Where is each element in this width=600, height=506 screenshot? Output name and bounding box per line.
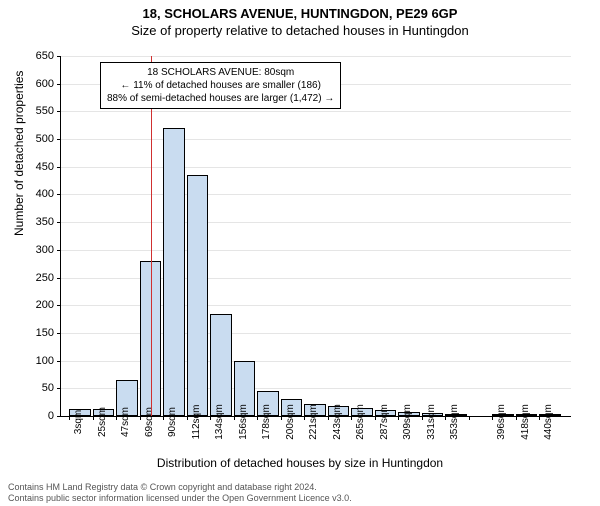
grid-line — [61, 56, 571, 57]
y-tick-label: 50 — [14, 382, 54, 394]
x-tick-label: 418sqm — [520, 404, 531, 440]
y-tick-mark — [57, 84, 61, 85]
x-axis-label: Distribution of detached houses by size … — [0, 456, 600, 470]
x-tick-label: 112sqm — [191, 405, 202, 440]
y-tick-label: 100 — [14, 355, 54, 367]
callout-line3: 88% of semi-detached houses are larger (… — [107, 92, 334, 105]
x-tick-mark — [375, 416, 376, 420]
x-tick-mark — [351, 416, 352, 420]
chart-title: 18, SCHOLARS AVENUE, HUNTINGDON, PE29 6G… — [0, 6, 600, 21]
y-tick-label: 200 — [14, 299, 54, 311]
reference-line — [151, 56, 152, 416]
y-tick-label: 300 — [14, 244, 54, 256]
x-tick-label: 90sqm — [167, 407, 178, 437]
x-tick-mark — [398, 416, 399, 420]
grid-line — [61, 333, 571, 334]
x-tick-label: 440sqm — [543, 404, 554, 440]
y-tick-label: 500 — [14, 133, 54, 145]
grid-line — [61, 278, 571, 279]
y-tick-mark — [57, 56, 61, 57]
grid-line — [61, 222, 571, 223]
footer-line2: Contains public sector information licen… — [8, 493, 352, 504]
x-tick-label: 178sqm — [261, 404, 272, 440]
y-tick-label: 0 — [14, 410, 54, 422]
x-tick-mark — [234, 416, 235, 420]
x-tick-mark — [93, 416, 94, 420]
y-tick-label: 650 — [14, 50, 54, 62]
x-tick-mark — [210, 416, 211, 420]
x-tick-mark — [257, 416, 258, 420]
x-tick-label: 309sqm — [402, 404, 413, 440]
grid-line — [61, 111, 571, 112]
y-tick-mark — [57, 167, 61, 168]
x-tick-mark — [187, 416, 188, 420]
x-tick-label: 265sqm — [355, 404, 366, 440]
x-tick-label: 243sqm — [332, 404, 343, 440]
y-tick-mark — [57, 278, 61, 279]
y-axis-label: Number of detached properties — [12, 71, 26, 236]
y-tick-mark — [57, 194, 61, 195]
grid-line — [61, 305, 571, 306]
y-tick-mark — [57, 222, 61, 223]
x-tick-mark — [69, 416, 70, 420]
x-tick-mark — [304, 416, 305, 420]
y-tick-mark — [57, 139, 61, 140]
callout-line1: 18 SCHOLARS AVENUE: 80sqm — [107, 66, 334, 79]
x-tick-label: 287sqm — [379, 404, 390, 440]
x-tick-label: 47sqm — [120, 407, 131, 437]
grid-line — [61, 194, 571, 195]
x-tick-mark — [116, 416, 117, 420]
x-tick-mark — [328, 416, 329, 420]
x-tick-mark — [492, 416, 493, 420]
x-tick-label: 396sqm — [496, 404, 507, 440]
x-tick-label: 69sqm — [144, 407, 155, 437]
footer-text: Contains HM Land Registry data © Crown c… — [8, 482, 352, 504]
x-tick-label: 134sqm — [214, 404, 225, 440]
grid-line — [61, 361, 571, 362]
x-tick-mark — [516, 416, 517, 420]
histogram-bar — [210, 314, 232, 416]
y-tick-label: 600 — [14, 78, 54, 90]
x-tick-label: 3sqm — [73, 410, 84, 434]
histogram-bar — [187, 175, 209, 416]
y-tick-label: 550 — [14, 105, 54, 117]
y-tick-label: 250 — [14, 272, 54, 284]
x-tick-mark — [140, 416, 141, 420]
y-tick-mark — [57, 250, 61, 251]
y-tick-label: 400 — [14, 188, 54, 200]
y-tick-mark — [57, 361, 61, 362]
x-tick-mark — [163, 416, 164, 420]
plot-area: 3sqm25sqm47sqm69sqm90sqm112sqm134sqm156s… — [60, 56, 570, 416]
y-tick-label: 350 — [14, 216, 54, 228]
x-tick-mark — [422, 416, 423, 420]
grid-line — [61, 167, 571, 168]
grid-line — [61, 139, 571, 140]
y-tick-mark — [57, 416, 61, 417]
x-tick-label: 353sqm — [449, 404, 460, 440]
y-tick-mark — [57, 305, 61, 306]
grid-line — [61, 250, 571, 251]
y-tick-mark — [57, 333, 61, 334]
x-tick-label: 25sqm — [97, 407, 108, 437]
plot-box: 3sqm25sqm47sqm69sqm90sqm112sqm134sqm156s… — [60, 56, 571, 417]
histogram-bar — [163, 128, 185, 416]
x-tick-label: 200sqm — [285, 404, 296, 440]
x-tick-label: 221sqm — [308, 404, 319, 440]
x-tick-mark — [539, 416, 540, 420]
x-tick-mark — [281, 416, 282, 420]
chart-container: 18, SCHOLARS AVENUE, HUNTINGDON, PE29 6G… — [0, 6, 600, 506]
chart-subtitle: Size of property relative to detached ho… — [0, 23, 600, 38]
x-tick-label: 331sqm — [426, 404, 437, 440]
y-tick-label: 150 — [14, 327, 54, 339]
x-tick-label: 156sqm — [238, 404, 249, 440]
footer-line1: Contains HM Land Registry data © Crown c… — [8, 482, 352, 493]
histogram-bar — [140, 261, 162, 416]
callout-line2: ← 11% of detached houses are smaller (18… — [107, 79, 334, 92]
x-tick-mark — [469, 416, 470, 420]
y-tick-label: 450 — [14, 161, 54, 173]
callout-box: 18 SCHOLARS AVENUE: 80sqm ← 11% of detac… — [100, 62, 341, 109]
x-tick-mark — [445, 416, 446, 420]
y-tick-mark — [57, 111, 61, 112]
y-tick-mark — [57, 388, 61, 389]
